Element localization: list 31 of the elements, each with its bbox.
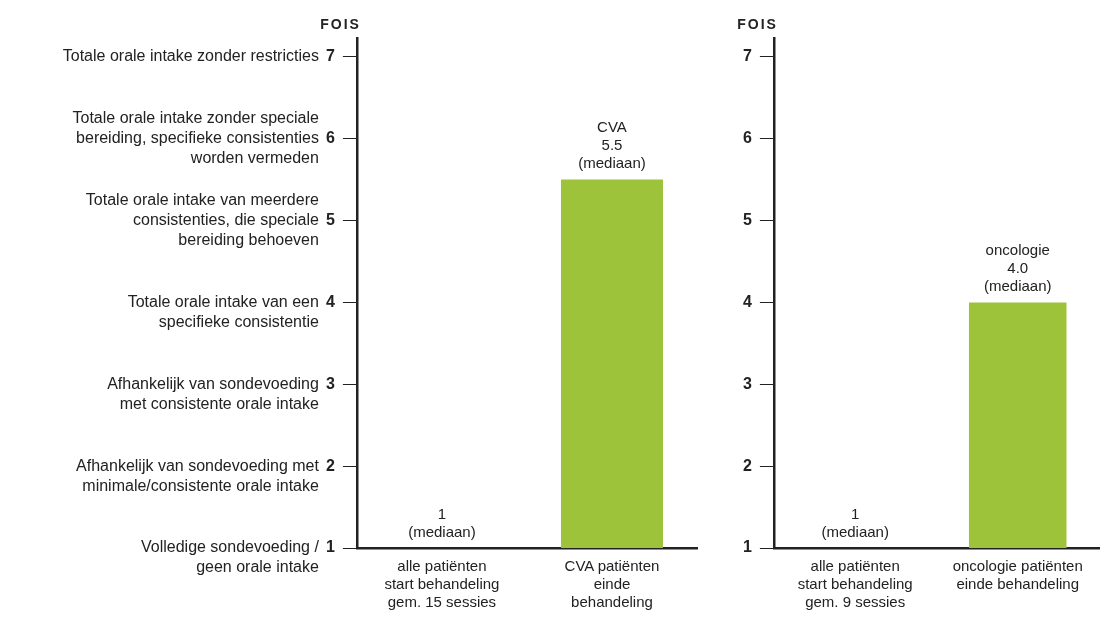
y-tick-label: 1 [325,538,335,556]
y-tick-label: 1 [742,538,752,556]
y-tick-label: 4 [742,292,752,310]
text: Totale orale intake zonder restricties [62,47,319,65]
x-tick-label: alle patiënten start behandeling gem. 15 sessies [384,557,500,611]
text: Afhankelijk van sondevoeding met consistente orale intake [107,374,319,412]
y-tick-label: 2 [325,456,335,474]
y-tick-label: 7 [325,47,335,65]
text: Totale orale intake van meerdere consistenties, die speciale bereiding behoeven [85,190,319,248]
data-label: 1 (mediaan) [821,504,889,540]
chart-title: FOIS [320,15,361,32]
y-tick-label: 4 [325,292,335,310]
x-tick-label: CVA patiënten einde behandeling [564,557,660,611]
chart-title: FOIS [737,15,778,32]
text: Totale orale intake zonder speciale bereiding, specifieke consistenties worden vermeden [72,109,319,167]
data-label: 1 (mediaan) [408,504,476,540]
y-tick-label: 6 [325,129,335,147]
text: Totale orale intake van een specifieke consistentie [127,292,319,330]
y-tick-label: 6 [742,129,752,147]
y-tick-label: 5 [325,210,335,228]
data-label: CVA 5.5 (mediaan) [578,118,646,172]
data-label: oncologie 4.0 (mediaan) [983,241,1052,295]
x-tick-label: oncologie patiënten einde behandeling [952,557,1083,593]
y-tick-label: 2 [742,456,752,474]
text: Volledige sondevoeding / geen orale intake [140,538,320,576]
y-tick-label: 3 [325,374,335,392]
x-tick-label: alle patiënten start behandeling gem. 9 sessies [797,557,913,611]
y-tick-label: 7 [742,47,752,65]
y-tick-label: 3 [742,374,752,392]
text: Afhankelijk van sondevoeding met minimale/consistente orale intake [76,456,320,494]
y-tick-label: 5 [742,210,752,228]
